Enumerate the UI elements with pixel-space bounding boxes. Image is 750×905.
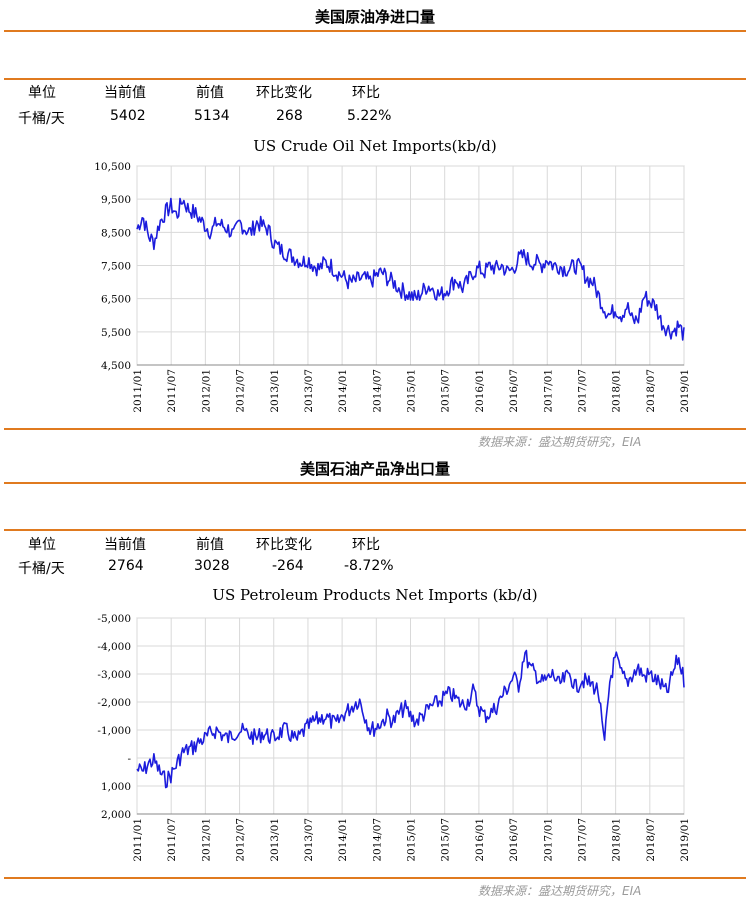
x-tick-label: 2018/07 — [645, 818, 657, 862]
source-note: 数据来源：盛达期货研究，EIA — [478, 884, 642, 898]
x-tick-label: 2011/07 — [166, 369, 178, 413]
x-tick-label: 2019/01 — [679, 369, 691, 413]
x-tick-label: 2012/07 — [235, 818, 247, 862]
value-change: -264 — [272, 558, 304, 574]
x-tick-label: 2013/07 — [303, 818, 315, 862]
x-tick-label: 2019/01 — [679, 818, 691, 862]
header-ratio: 环比 — [352, 85, 380, 101]
y-tick-label: 4,500 — [101, 360, 131, 372]
y-tick-label: -4,000 — [97, 641, 131, 653]
chart-title: US Petroleum Products Net Imports (kb/d) — [212, 586, 538, 604]
header-unit: 单位 — [28, 85, 56, 101]
x-tick-label: 2017/01 — [542, 369, 554, 413]
divider — [4, 529, 746, 531]
header-ratio: 环比 — [352, 537, 380, 553]
value-change: 268 — [276, 108, 303, 124]
x-tick-label: 2013/01 — [269, 818, 281, 862]
y-tick-label: -5,000 — [97, 613, 131, 625]
x-tick-label: 2016/07 — [508, 818, 520, 862]
header-current: 当前值 — [104, 537, 146, 553]
x-tick-label: 2014/01 — [337, 369, 349, 413]
x-tick-label: 2013/07 — [303, 369, 315, 413]
x-tick-label: 2018/07 — [645, 369, 657, 413]
x-tick-label: 2012/07 — [235, 369, 247, 413]
x-tick-label: 2012/01 — [200, 818, 212, 862]
header-previous: 前值 — [196, 85, 224, 101]
y-tick-label: - — [127, 753, 131, 765]
x-tick-label: 2013/01 — [269, 369, 281, 413]
data-table: 单位 当前值 前值 环比变化 环比 千桶/天 2764 3028 -264 -8… — [0, 534, 750, 584]
x-tick-label: 2017/07 — [576, 369, 588, 413]
series-line — [136, 197, 685, 341]
header-change: 环比变化 — [256, 85, 312, 101]
x-tick-label: 2017/07 — [576, 818, 588, 862]
divider — [4, 30, 746, 32]
y-tick-label: -1,000 — [97, 725, 131, 737]
y-tick-label: 2,000 — [101, 809, 131, 821]
y-tick-label: -2,000 — [97, 697, 131, 709]
petroleum-products-chart: -5,000-4,000-3,000-2,000-1,000-1,0002,00… — [97, 613, 691, 862]
crude-oil-chart: 4,500 5,500 6,500 7,500 8,500 9,500 10,500 2011… — [94, 161, 691, 413]
x-tick-label: 2014/07 — [371, 818, 383, 862]
divider — [4, 877, 746, 879]
y-tick-label: 6,500 — [101, 294, 131, 306]
value-ratio: 5.22% — [347, 108, 392, 124]
source-note: 数据来源：盛达期货研究，EIA — [478, 435, 642, 449]
x-tick-label: 2015/01 — [406, 818, 418, 862]
value-unit: 千桶/天 — [18, 561, 65, 577]
header-unit: 单位 — [28, 537, 56, 553]
x-tick-label: 2018/01 — [611, 369, 623, 413]
series-line — [136, 649, 685, 789]
header-change: 环比变化 — [256, 537, 312, 553]
value-unit: 千桶/天 — [18, 111, 65, 127]
x-tick-label: 2015/01 — [406, 369, 418, 413]
x-tick-label: 2011/01 — [132, 369, 144, 413]
x-tick-label: 2014/01 — [337, 818, 349, 862]
divider — [4, 428, 746, 430]
header-current: 当前值 — [104, 85, 146, 101]
chart-title: US Crude Oil Net Imports(kb/d) — [253, 137, 497, 155]
y-tick-label: 9,500 — [101, 194, 131, 206]
x-tick-label: 2015/07 — [440, 369, 452, 413]
y-tick-label: -3,000 — [97, 669, 131, 681]
x-tick-label: 2015/07 — [440, 818, 452, 862]
x-tick-label: 2014/07 — [371, 369, 383, 413]
divider — [4, 482, 746, 484]
y-tick-label: 10,500 — [94, 161, 131, 173]
data-table: 单位 当前值 前值 环比变化 环比 千桶/天 5402 5134 268 5.2… — [0, 82, 750, 132]
value-ratio: -8.72% — [344, 558, 394, 574]
y-tick-label: 8,500 — [101, 227, 131, 239]
y-tick-label: 5,500 — [101, 327, 131, 339]
x-tick-label: 2018/01 — [611, 818, 623, 862]
section-title: 美国原油净进口量 — [314, 8, 435, 26]
divider — [4, 78, 746, 80]
x-tick-label: 2016/01 — [474, 369, 486, 413]
y-tick-label: 7,500 — [101, 261, 131, 273]
section-title: 美国石油产品净出口量 — [299, 460, 450, 478]
value-previous: 3028 — [194, 558, 230, 574]
x-tick-label: 2011/07 — [166, 818, 178, 862]
x-tick-label: 2016/07 — [508, 369, 520, 413]
x-tick-label: 2017/01 — [542, 818, 554, 862]
y-tick-label: 1,000 — [101, 781, 131, 793]
value-current: 5402 — [110, 108, 146, 124]
x-tick-label: 2016/01 — [474, 818, 486, 862]
value-current: 2764 — [108, 558, 144, 574]
value-previous: 5134 — [194, 108, 230, 124]
header-previous: 前值 — [196, 537, 224, 553]
x-tick-label: 2011/01 — [132, 818, 144, 862]
x-tick-label: 2012/01 — [200, 369, 212, 413]
